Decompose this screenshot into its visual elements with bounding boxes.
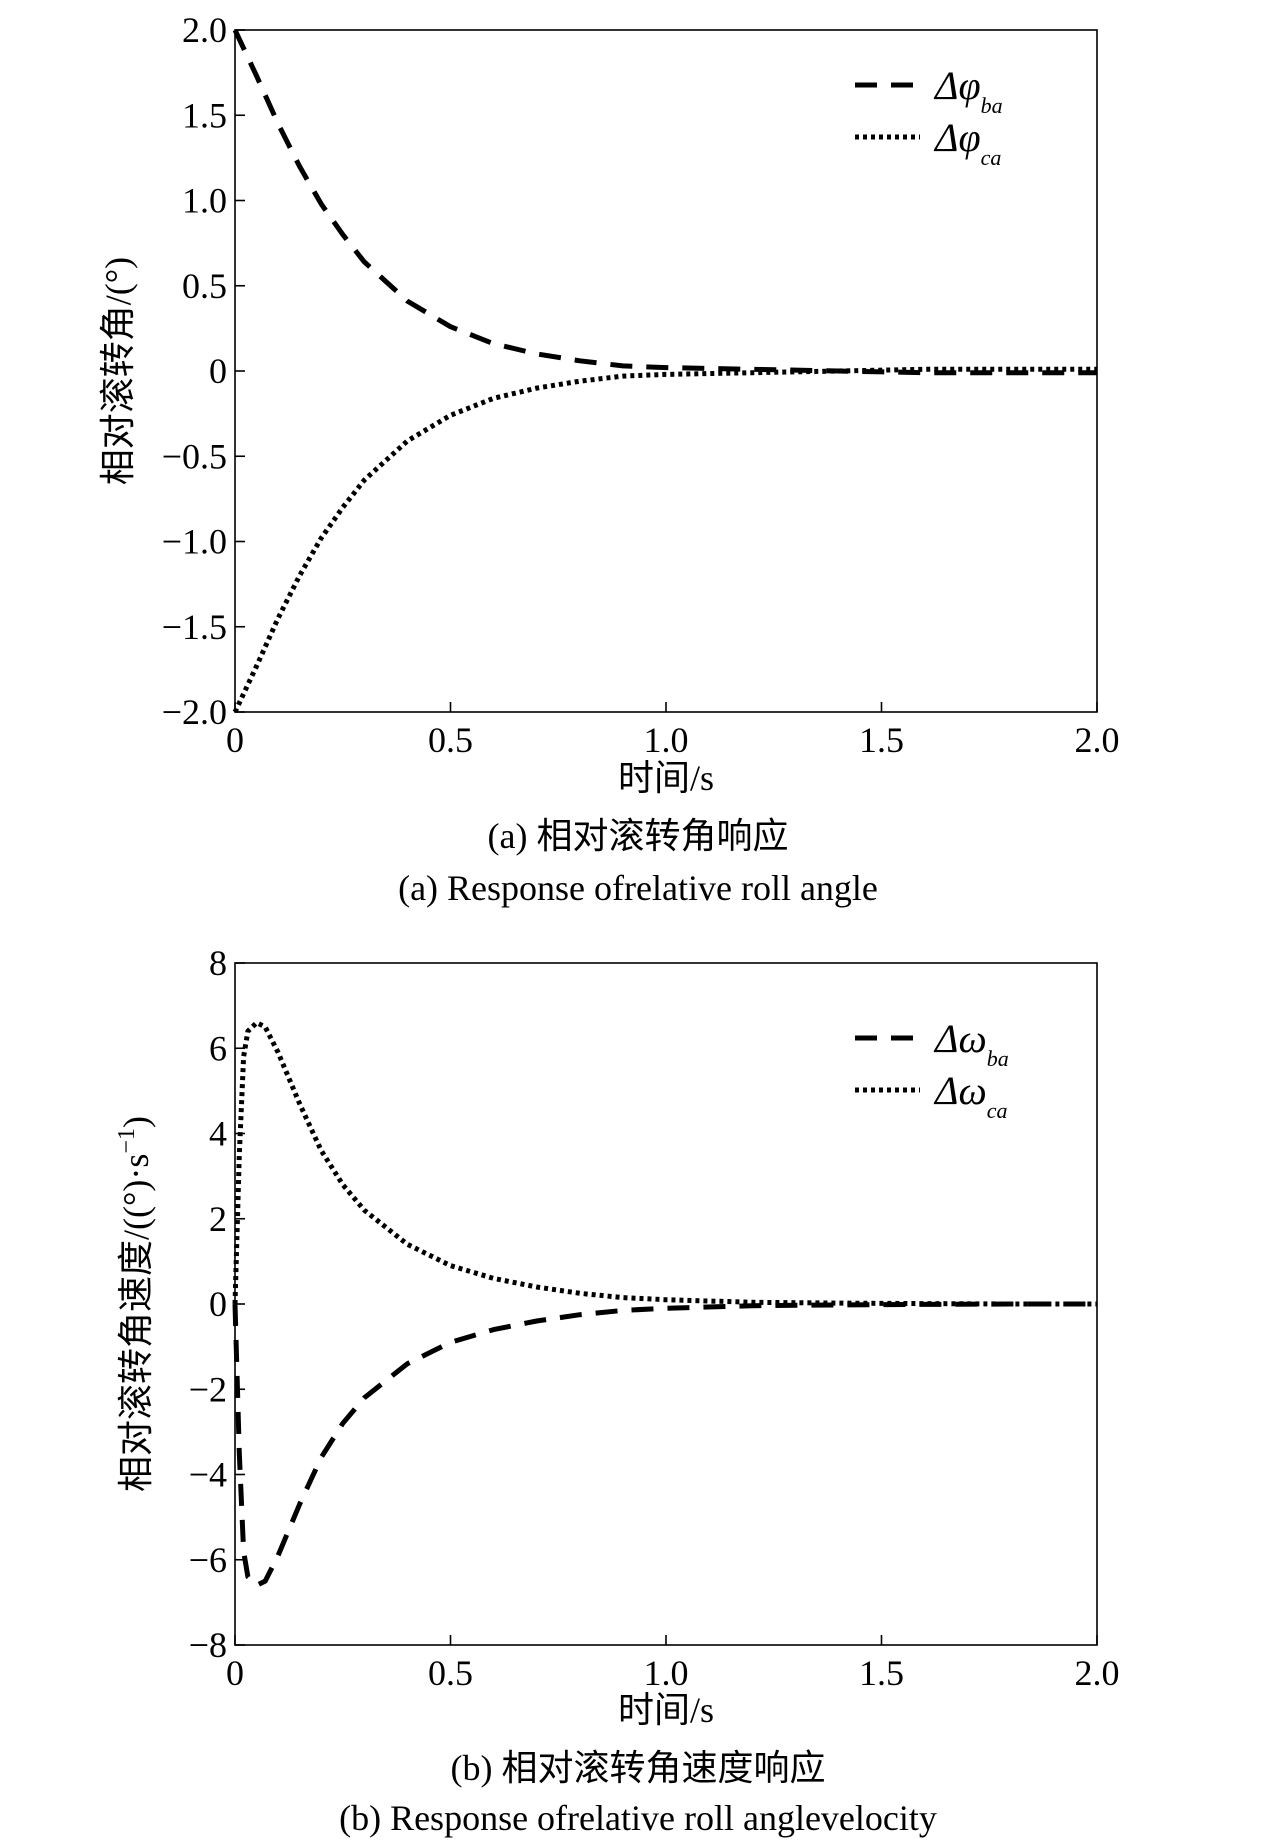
y-tick-label: −2.0 <box>162 692 227 732</box>
legend-label-sub: ca <box>987 1098 1008 1123</box>
x-axis-label: 时间/s <box>618 1690 714 1730</box>
x-tick-label: 1.0 <box>644 1653 689 1693</box>
y-tick-label: −1.5 <box>162 607 227 647</box>
legend-label-main: Δφ <box>933 63 981 108</box>
y-tick-label: 0 <box>209 1284 227 1324</box>
x-tick-label: 2.0 <box>1075 720 1120 760</box>
y-tick-label: 2 <box>209 1199 227 1239</box>
y-tick-label: 1.5 <box>182 95 227 135</box>
caption-en: (a) Response ofrelative roll angle <box>398 868 878 908</box>
series-line-ca <box>232 366 1097 714</box>
legend-label-ba: Δφba <box>933 63 1003 118</box>
legend-label-ca: Δωca <box>933 1068 1007 1123</box>
x-tick-label: 0.5 <box>428 720 473 760</box>
x-tick-label: 0 <box>226 720 244 760</box>
y-tick-label: 0.5 <box>182 266 227 306</box>
y-tick-label: 8 <box>209 943 227 983</box>
y-tick-label: −2 <box>189 1369 227 1409</box>
y-tick-label: 0 <box>209 351 227 391</box>
y-axis-label-text: 相对滚转角/(°) <box>98 257 138 485</box>
legend-label-sub: ba <box>987 1046 1009 1071</box>
legend-label-sub: ba <box>981 93 1003 118</box>
y-axis-label-superscript: −1 <box>114 1128 140 1154</box>
caption-cn: (a) 相对滚转角响应 <box>488 816 789 856</box>
y-tick-label: 6 <box>209 1028 227 1068</box>
caption-en: (b) Response ofrelative roll angleveloci… <box>339 1798 937 1838</box>
y-axis-label: 相对滚转角/(°) <box>98 257 138 485</box>
y-tick-label: −1.0 <box>162 522 227 562</box>
legend-label-ba: Δωba <box>933 1016 1009 1071</box>
y-tick-label: −6 <box>189 1540 227 1580</box>
y-tick-label: 4 <box>209 1114 227 1154</box>
legend-label-main: Δφ <box>933 115 981 160</box>
series-line-ba <box>232 1301 1097 1588</box>
x-axis-label: 时间/s <box>618 758 714 798</box>
series-line-ca <box>232 1020 1097 1307</box>
y-tick-label: 1.0 <box>182 181 227 221</box>
y-tick-label: 2.0 <box>182 10 227 50</box>
caption-cn: (b) 相对滚转角速度响应 <box>451 1748 826 1788</box>
y-tick-label: −0.5 <box>162 436 227 476</box>
x-tick-label: 0.5 <box>428 1653 473 1693</box>
legend-label-sub: ca <box>981 145 1002 170</box>
chart-a: 0 0.5 1.0 1.5 2.0 2.0 1.5 1.0 0.5 0 −0.5 −1.0 −1.5 −2… <box>98 10 1120 908</box>
y-tick-label: −4 <box>189 1455 227 1495</box>
legend-label-main: Δω <box>933 1068 987 1113</box>
legend-label-main: Δω <box>933 1016 987 1061</box>
chart-b: 0 0.5 1.0 1.5 2.0 8 6 4 2 0 −2 −4 −6 −8 时间/s 相对滚转角速度/((… <box>114 943 1120 1838</box>
y-tick-label: −8 <box>189 1625 227 1665</box>
y-axis-label-text: 相对滚转角速度/((°)·s <box>116 1154 156 1492</box>
x-tick-label: 1.5 <box>859 1653 904 1693</box>
y-axis-label: 相对滚转角速度/((°)·s−1) <box>114 1116 156 1492</box>
x-tick-label: 2.0 <box>1075 1653 1120 1693</box>
y-axis-label-tail: ) <box>116 1116 156 1128</box>
x-tick-label: 1.0 <box>644 720 689 760</box>
x-tick-label: 0 <box>226 1653 244 1693</box>
x-tick-label: 1.5 <box>859 720 904 760</box>
legend-label-ca: Δφca <box>933 115 1001 170</box>
